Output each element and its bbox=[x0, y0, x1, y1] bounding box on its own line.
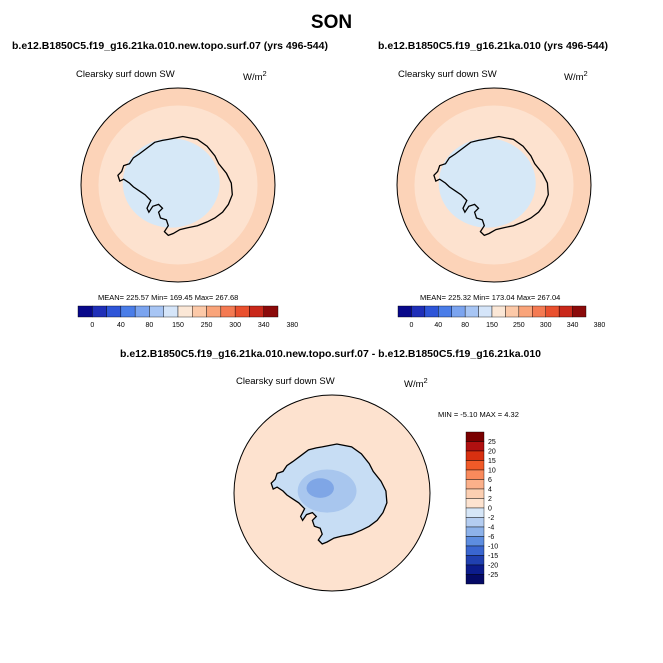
left-colorbar-box bbox=[134, 305, 150, 318]
right-colorbar-box bbox=[411, 305, 426, 318]
right-colorbar-label: 40 bbox=[434, 322, 442, 329]
right-colorbar-box bbox=[505, 305, 520, 318]
right-colorbar-box bbox=[532, 305, 546, 318]
left-colorbar-box bbox=[120, 305, 136, 318]
right-colorbar-box bbox=[451, 305, 466, 318]
right-colorbar-box bbox=[424, 305, 439, 318]
stats-right: MEAN= 225.32 Min= 173.04 Max= 267.04 bbox=[420, 293, 561, 302]
diff-colorbar-box bbox=[465, 507, 485, 518]
left-colorbar-box bbox=[192, 305, 207, 318]
diff-colorbar-box bbox=[465, 517, 485, 528]
left-colorbar-label: 250 bbox=[201, 322, 213, 329]
diff-colorbar-box bbox=[465, 536, 485, 547]
stats-left: MEAN= 225.57 Min= 169.45 Max= 267.68 bbox=[98, 293, 239, 302]
diff-colorbar-label: -6 bbox=[488, 534, 494, 541]
left-colorbar-box bbox=[163, 305, 179, 318]
left-colorbar-label: 80 bbox=[146, 322, 154, 329]
right-colorbar-box bbox=[558, 305, 573, 318]
right-colorbar-box bbox=[545, 305, 560, 318]
units-label-left: W/m2 bbox=[243, 69, 267, 84]
left-colorbar-box bbox=[263, 305, 279, 318]
left-colorbar-box bbox=[206, 305, 222, 318]
left-colorbar-box bbox=[220, 305, 236, 318]
right-colorbar-label: 340 bbox=[567, 322, 579, 329]
diff-colorbar-box bbox=[465, 526, 485, 537]
diff-colorbar-box bbox=[465, 574, 485, 585]
panel-title-right: b.e12.B1850C5.f19_g16.21ka.010 (yrs 496-… bbox=[378, 40, 608, 52]
diff-colorbar-box bbox=[465, 498, 485, 509]
left-colorbar-label: 300 bbox=[229, 322, 241, 329]
right-colorbar-label: 0 bbox=[409, 322, 413, 329]
diff-colorbar-label: -4 bbox=[488, 525, 494, 532]
right-colorbar-box bbox=[518, 305, 533, 318]
map-diff-coastline bbox=[270, 443, 388, 545]
map-right-ice-region bbox=[438, 138, 536, 228]
right-colorbar-box bbox=[464, 305, 479, 318]
map-right-map-border bbox=[396, 87, 592, 283]
diff-colorbar-label: 2 bbox=[488, 496, 492, 503]
right-colorbar-box bbox=[491, 305, 506, 318]
right-colorbar-label: 250 bbox=[513, 322, 525, 329]
right-colorbar-label: 150 bbox=[486, 322, 498, 329]
units-label-right: W/m2 bbox=[564, 69, 588, 84]
units-label-diff: W/m2 bbox=[404, 376, 428, 391]
variable-label-right: Clearsky surf down SW bbox=[398, 69, 497, 80]
left-colorbar-label: 340 bbox=[258, 322, 270, 329]
diff-colorbar-box bbox=[465, 441, 485, 452]
diff-colorbar-box bbox=[465, 469, 485, 480]
diff-colorbar-label: -10 bbox=[488, 544, 498, 551]
map-left-coastline bbox=[117, 135, 233, 237]
diff-colorbar-label: 15 bbox=[488, 458, 496, 465]
diff-colorbar-box bbox=[465, 564, 485, 575]
diff-colorbar-label: -25 bbox=[488, 572, 498, 579]
diff-colorbar-label: -20 bbox=[488, 563, 498, 570]
panel-title-diff: b.e12.B1850C5.f19_g16.21ka.010.new.topo.… bbox=[120, 348, 542, 360]
diff-colorbar-label: 4 bbox=[488, 487, 492, 494]
left-colorbar-label: 0 bbox=[90, 322, 94, 329]
page-title: SON bbox=[310, 12, 353, 33]
map-left-ice-region bbox=[122, 138, 220, 228]
left-colorbar-label: 150 bbox=[172, 322, 184, 329]
diff-colorbar-box bbox=[465, 460, 485, 471]
variable-label-left: Clearsky surf down SW bbox=[76, 69, 175, 80]
left-colorbar-box bbox=[149, 305, 164, 318]
map-right-coastline bbox=[433, 135, 549, 237]
diff-colorbar-label: 25 bbox=[488, 439, 496, 446]
diff-colorbar-label: 10 bbox=[488, 468, 496, 475]
left-colorbar-box bbox=[106, 305, 122, 318]
diff-colorbar-label: 20 bbox=[488, 449, 496, 456]
left-colorbar-label: 40 bbox=[117, 322, 125, 329]
right-colorbar-label: 380 bbox=[594, 322, 606, 329]
left-colorbar-box bbox=[92, 305, 107, 318]
stats-diff: MIN = -5.10 MAX = 4.32 bbox=[438, 410, 519, 419]
left-colorbar-box bbox=[177, 305, 193, 318]
map-diff-map-border bbox=[233, 394, 431, 592]
panel-title-left: b.e12.B1850C5.f19_g16.21ka.010.new.topo.… bbox=[12, 40, 328, 52]
diff-colorbar-box bbox=[465, 479, 485, 490]
left-colorbar-label: 380 bbox=[286, 322, 298, 329]
right-colorbar-box bbox=[397, 305, 412, 318]
diff-colorbar-box bbox=[465, 431, 485, 442]
diff-colorbar-box bbox=[465, 555, 485, 566]
diff-colorbar-box bbox=[465, 545, 485, 556]
map-left-map-border bbox=[80, 87, 276, 283]
right-colorbar-box bbox=[572, 305, 587, 318]
left-colorbar-box bbox=[234, 305, 250, 318]
variable-label-diff: Clearsky surf down SW bbox=[236, 376, 335, 387]
right-colorbar-box bbox=[478, 305, 493, 318]
right-colorbar-label: 80 bbox=[461, 322, 469, 329]
diff-colorbar-label: 0 bbox=[488, 506, 492, 513]
diff-colorbar-label: -15 bbox=[488, 553, 498, 560]
map-diff-diff-dark bbox=[306, 478, 334, 498]
diff-colorbar-label: -2 bbox=[488, 515, 494, 522]
left-colorbar-box bbox=[77, 305, 93, 318]
diff-colorbar-box bbox=[465, 488, 485, 499]
left-colorbar-box bbox=[249, 305, 264, 318]
diff-colorbar-label: 6 bbox=[488, 477, 492, 484]
right-colorbar-box bbox=[438, 305, 452, 318]
right-colorbar-label: 300 bbox=[540, 322, 552, 329]
diff-colorbar-box bbox=[465, 450, 485, 461]
